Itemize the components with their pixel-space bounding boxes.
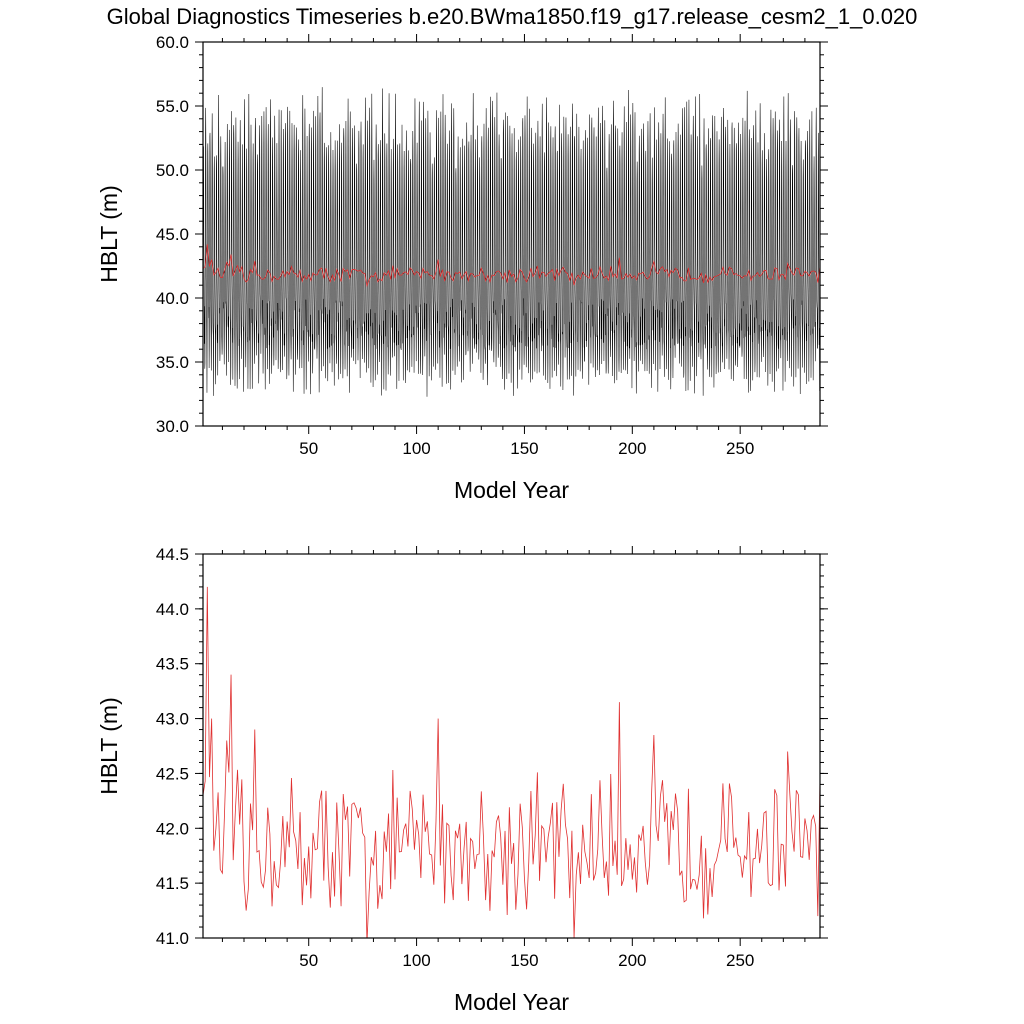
top-series-monthly (203, 87, 820, 397)
top-plot-area (203, 87, 820, 397)
bottom-ytick-label: 42.0 (156, 819, 189, 838)
top-panel: 50 100 150 200 250 30.0 35.0 40.0 45.0 50.0 55.0 60… (96, 33, 828, 503)
bottom-frame (202, 553, 821, 939)
top-ytick-label: 40.0 (156, 289, 189, 308)
top-ytick-label: 45.0 (156, 225, 189, 244)
bottom-plot-area (203, 586, 820, 938)
bottom-ytick-label: 44.5 (156, 545, 189, 564)
top-xtick-label: 150 (510, 439, 538, 458)
bottom-series-annual-mean (203, 586, 820, 938)
top-xtick-label: 50 (299, 439, 318, 458)
top-ytick-label: 50.0 (156, 161, 189, 180)
bottom-ytick-label: 42.5 (156, 764, 189, 783)
bottom-ytick-label: 43.0 (156, 710, 189, 729)
bottom-xtick-label: 150 (510, 951, 538, 970)
bottom-ytick-label: 41.0 (156, 929, 189, 948)
top-ytick-label: 30.0 (156, 417, 189, 436)
bottom-panel: 50 100 150 200 250 41.0 41.5 42.0 42.5 43.0 43.5 44… (96, 545, 828, 1015)
top-series-annual-mean (203, 244, 820, 288)
bottom-xtick-label: 100 (402, 951, 430, 970)
top-ylabel: HBLT (m) (96, 185, 122, 283)
top-xtick-label: 250 (726, 439, 754, 458)
bottom-xtick-label: 50 (299, 951, 318, 970)
top-xtick-label: 100 (402, 439, 430, 458)
top-xtick-label: 200 (618, 439, 646, 458)
bottom-ylabel: HBLT (m) (96, 697, 122, 795)
top-ytick-label: 60.0 (156, 33, 189, 52)
bottom-xlabel: Model Year (454, 989, 569, 1015)
bottom-ytick-label: 41.5 (156, 874, 189, 893)
top-xlabel: Model Year (454, 477, 569, 503)
bottom-xtick-label: 250 (726, 951, 754, 970)
bottom-ytick-label: 43.5 (156, 655, 189, 674)
bottom-ytick-label: 44.0 (156, 600, 189, 619)
bottom-xtick-label: 200 (618, 951, 646, 970)
top-ytick-label: 35.0 (156, 353, 189, 372)
top-ytick-label: 55.0 (156, 97, 189, 116)
chart-title: Global Diagnostics Timeseries b.e20.BWma… (106, 4, 918, 29)
